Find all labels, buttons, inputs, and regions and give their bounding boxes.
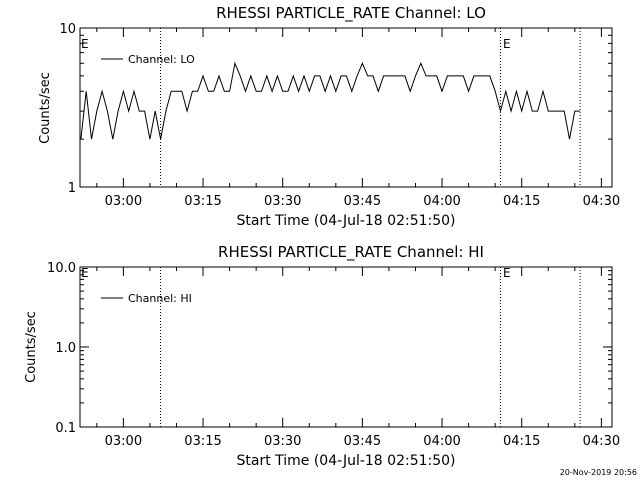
hi-plot-frame: [79, 266, 613, 428]
lo-series-line: [80, 61, 581, 140]
hi-y-tick-label: 1.0: [55, 341, 76, 356]
lo-annotation-e-left: E: [81, 37, 89, 51]
hi-y-axis: 0.1 1.0 10.0: [47, 261, 612, 436]
lo-y-axis: 1 10: [59, 22, 612, 196]
hi-legend: Channel: HI: [101, 292, 192, 305]
lo-y-axis-label: Counts/sec: [38, 72, 53, 144]
hi-legend-label: Channel: HI: [128, 292, 192, 305]
lo-annotation-e-right: E: [503, 37, 511, 51]
lo-plot-frame: [79, 27, 613, 188]
lo-legend-label: Channel: LO: [128, 53, 195, 66]
hi-y-tick-label: 10.0: [47, 261, 76, 276]
lo-x-tick-label: 03:00: [105, 194, 142, 209]
hi-x-tick-label: 03:30: [264, 434, 301, 449]
lo-x-tick-label: 03:30: [264, 194, 301, 209]
hi-annotation-e-left: E: [81, 266, 89, 280]
lo-panel: RHESSI PARTICLE_RATE Channel: LO 1 10 03:…: [38, 4, 620, 229]
lo-x-axis: 03:00 03:15 03:30 03:45 04:00 04:15 04:30: [96, 28, 620, 209]
lo-x-tick-label: 03:15: [184, 194, 221, 209]
lo-x-tick-label: 03:45: [344, 194, 381, 209]
hi-panel: RHESSI PARTICLE_RATE Channel: HI 0.1 1.0 1…: [24, 243, 620, 469]
hi-chart-title: RHESSI PARTICLE_RATE Channel: HI: [218, 243, 484, 262]
hi-vertical-markers: [160, 267, 581, 427]
hi-x-tick-label: 04:30: [583, 434, 620, 449]
lo-vertical-markers: [160, 28, 581, 187]
footer-timestamp: 20-Nov-2019 20:56: [560, 468, 637, 477]
hi-y-tick-label: 0.1: [55, 421, 76, 436]
hi-y-axis-label: Counts/sec: [24, 311, 39, 383]
hi-x-axis: 03:00 03:15 03:30 03:45 04:00 04:15 04:30: [96, 267, 620, 449]
hi-annotation-e-right: E: [503, 266, 511, 280]
hi-x-tick-label: 03:15: [184, 434, 221, 449]
lo-x-tick-label: 04:15: [503, 194, 540, 209]
hi-x-tick-label: 03:00: [105, 434, 142, 449]
hi-x-tick-label: 03:45: [344, 434, 381, 449]
hi-x-tick-label: 04:15: [503, 434, 540, 449]
hi-x-axis-label: Start Time (04-Jul-18 02:51:50): [236, 453, 455, 469]
hi-x-tick-label: 04:00: [423, 434, 460, 449]
lo-x-tick-label: 04:00: [423, 194, 460, 209]
lo-y-tick-label: 1: [68, 181, 76, 196]
lo-legend: Channel: LO: [101, 53, 195, 66]
lo-chart-title: RHESSI PARTICLE_RATE Channel: LO: [216, 4, 486, 23]
lo-y-tick-label: 10: [59, 22, 76, 37]
lo-x-tick-label: 04:30: [583, 194, 620, 209]
lo-x-axis-label: Start Time (04-Jul-18 02:51:50): [236, 213, 455, 229]
